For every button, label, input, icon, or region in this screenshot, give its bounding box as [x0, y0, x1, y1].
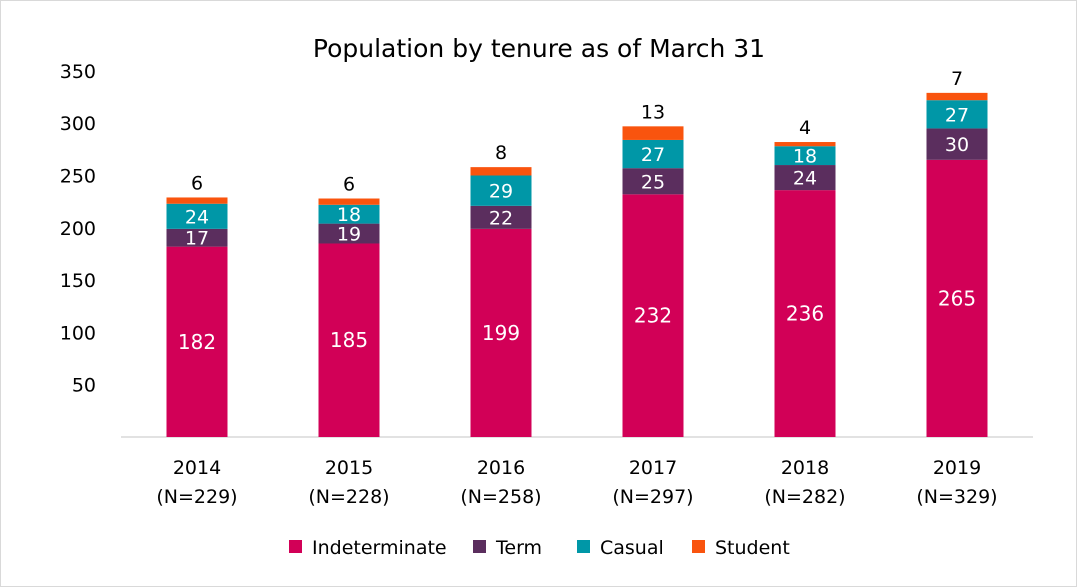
bar-term-2018	[774, 165, 836, 191]
bar-student-2018	[774, 142, 836, 147]
x-tick-sublabel: (N=258)	[460, 486, 541, 508]
legend-swatch-term	[473, 540, 486, 553]
data-label-term-2019: 30	[945, 134, 969, 156]
x-tick-label: 2017	[629, 457, 677, 479]
bar-indeterminate-2017	[622, 194, 684, 437]
bar-term-2014	[166, 228, 228, 247]
x-tick-label: 2014	[173, 457, 221, 479]
data-label-indeterminate-2017: 232	[634, 304, 672, 328]
bar-indeterminate-2019	[926, 159, 988, 437]
data-label-term-2016: 22	[489, 207, 513, 229]
bar-indeterminate-2015	[318, 243, 380, 437]
data-label-casual-2017: 27	[641, 144, 665, 166]
chart-title: Population by tenure as of March 31	[313, 34, 765, 63]
bar-casual-2018	[774, 146, 836, 166]
x-tick-sublabel: (N=228)	[308, 486, 389, 508]
bar-student-2015	[318, 198, 380, 205]
data-label-indeterminate-2015: 185	[330, 328, 368, 352]
data-label-student-2014: 6	[191, 172, 203, 194]
bar-term-2017	[622, 168, 684, 195]
bar-student-2016	[470, 167, 532, 176]
x-axis-labels: 2014 (N=229) 2015 (N=228) 2016 (N=258) 2017 (N=…	[156, 457, 997, 508]
bar-stack-2019: 265 30 27 7	[926, 68, 988, 437]
legend-swatch-casual	[577, 540, 590, 553]
x-tick-sublabel: (N=297)	[612, 486, 693, 508]
bar-indeterminate-2016	[470, 228, 532, 437]
data-label-term-2015: 19	[337, 224, 361, 246]
x-tick-sublabel: (N=329)	[916, 486, 997, 508]
data-label-student-2018: 4	[799, 117, 811, 139]
y-tick-label: 350	[60, 61, 96, 83]
bar-casual-2019	[926, 100, 988, 129]
bar-term-2015	[318, 223, 380, 244]
y-tick-label: 100	[60, 322, 96, 344]
data-label-casual-2014: 24	[185, 206, 209, 228]
data-label-student-2017: 13	[641, 101, 665, 123]
data-label-casual-2018: 18	[793, 146, 817, 168]
bar-stack-2016: 199 22 29 8	[470, 142, 532, 437]
legend-label-casual: Casual	[600, 537, 664, 559]
legend-swatch-student	[692, 540, 705, 553]
x-tick-label: 2015	[325, 457, 373, 479]
x-tick-label: 2019	[933, 457, 981, 479]
x-tick-label: 2018	[781, 457, 829, 479]
bar-casual-2016	[470, 175, 532, 206]
bar-casual-2015	[318, 204, 380, 224]
legend: Indeterminate Term Casual Student	[289, 537, 790, 559]
x-tick-sublabel: (N=282)	[764, 486, 845, 508]
data-label-indeterminate-2019: 265	[938, 286, 976, 310]
bar-term-2016	[470, 205, 532, 229]
bar-stack-2017: 232 25 27 13	[622, 101, 684, 437]
x-tick-label: 2016	[477, 457, 525, 479]
data-label-indeterminate-2014: 182	[178, 330, 216, 354]
bar-indeterminate-2018	[774, 190, 836, 437]
bar-student-2014	[166, 197, 228, 204]
data-label-casual-2015: 18	[337, 204, 361, 226]
bar-student-2019	[926, 92, 988, 101]
data-label-student-2019: 7	[951, 68, 963, 90]
y-tick-label: 300	[60, 113, 96, 135]
x-tick-sublabel: (N=229)	[156, 486, 237, 508]
bar-indeterminate-2014	[166, 246, 228, 437]
bar-term-2019	[926, 128, 988, 160]
data-label-indeterminate-2018: 236	[786, 302, 824, 326]
y-tick-label: 50	[72, 375, 96, 397]
legend-label-indeterminate: Indeterminate	[312, 537, 447, 559]
data-label-casual-2019: 27	[945, 104, 969, 126]
data-label-term-2014: 17	[185, 228, 209, 250]
y-tick-label: 200	[60, 218, 96, 240]
legend-label-student: Student	[715, 537, 790, 559]
data-label-casual-2016: 29	[489, 181, 513, 203]
legend-swatch-indeterminate	[289, 540, 302, 553]
legend-label-term: Term	[495, 537, 542, 559]
y-tick-label: 250	[60, 166, 96, 188]
bars: 1821724618519186199222982322527132362418…	[166, 68, 988, 437]
data-label-indeterminate-2016: 199	[482, 321, 520, 345]
data-label-term-2018: 24	[793, 168, 817, 190]
bar-casual-2017	[622, 139, 684, 169]
data-label-student-2015: 6	[343, 174, 355, 196]
bar-student-2017	[622, 126, 684, 140]
data-label-student-2016: 8	[495, 142, 507, 164]
y-tick-label: 150	[60, 270, 96, 292]
bar-casual-2014	[166, 203, 228, 229]
y-axis-ticks: 50 100 150 200 250 300 350	[60, 61, 96, 397]
data-label-term-2017: 25	[641, 171, 665, 193]
